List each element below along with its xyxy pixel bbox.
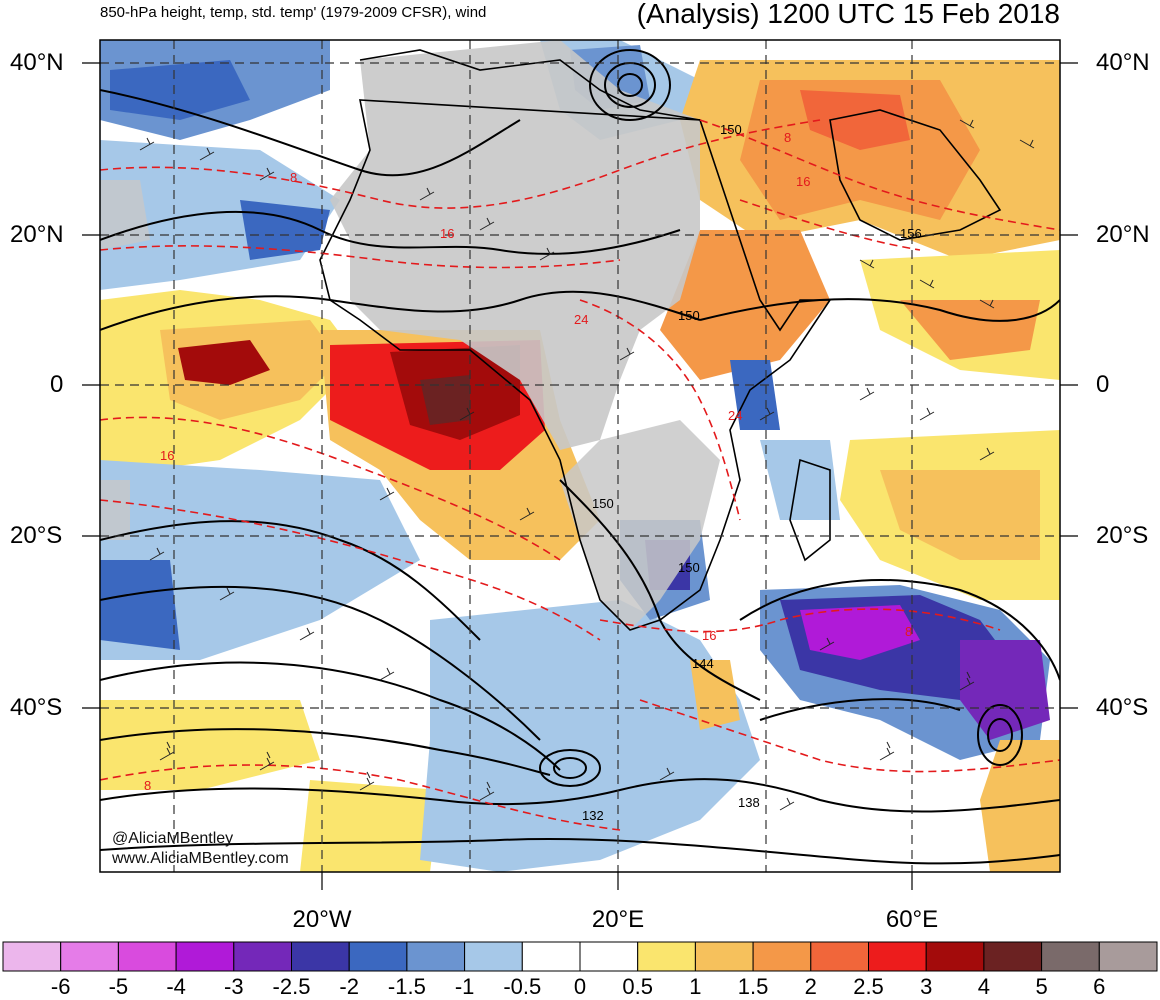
colorbar-swatch: [579, 941, 639, 972]
colorbar-swatch: [983, 941, 1043, 972]
colorbar-label: -3: [224, 974, 244, 999]
colorbar-swatch: [233, 941, 293, 972]
colorbar-label: 1.5: [737, 974, 769, 999]
colorbar-label: -1: [454, 974, 475, 999]
colorbar-swatch: [175, 941, 235, 972]
colorbar-label: -6: [50, 974, 71, 999]
colorbar-label: -0.5: [503, 974, 542, 999]
colorbar-swatch: [925, 941, 985, 972]
colorbar-label: -1.5: [387, 974, 426, 999]
height-label: 156: [900, 226, 922, 241]
lat-label-40s-left: 40°S: [10, 694, 63, 721]
temp-label: 8: [290, 170, 297, 185]
colorbar-swatch: [752, 941, 812, 972]
colorbar-swatch: [291, 941, 350, 972]
lat-label-20s-left: 20°S: [10, 522, 63, 549]
colorbar-label: 2: [804, 974, 817, 999]
colorbar-label: 0: [573, 974, 587, 999]
temp-label: 16: [160, 448, 174, 463]
temp-label: 24: [574, 312, 588, 327]
height-label: 150: [720, 122, 742, 137]
colorbar-swatch: [406, 941, 466, 972]
temp-label: 16: [796, 174, 810, 189]
colorbar-swatch: [117, 941, 177, 972]
wind-barbs: [139, 119, 1035, 811]
colorbar-swatch: [348, 941, 408, 972]
colorbar-label: -2.5: [272, 974, 311, 999]
temp-label: 24: [728, 408, 742, 423]
temp-label: 8: [144, 778, 151, 793]
colorbar-swatch: [60, 941, 119, 972]
colorbar: [2, 941, 1158, 972]
map-frame: [99, 39, 1061, 873]
colorbar-label: -5: [108, 974, 129, 999]
temp-label: 8: [905, 624, 912, 639]
lat-label-eq-right: 0: [1096, 371, 1110, 398]
watermark-handle: @AliciaMBentley: [112, 830, 234, 847]
colorbar-swatch: [464, 941, 523, 972]
lon-label-60e: 60°E: [885, 906, 939, 933]
colorbar-swatch: [868, 941, 927, 972]
colorbar-label: 2.5: [853, 974, 884, 999]
temperature-contours: [100, 119, 1060, 831]
coastlines: [319, 49, 1002, 631]
lon-label-20w: 20°W: [292, 906, 352, 933]
colorbar-swatch: [637, 941, 696, 972]
lat-label-20n-right: 20°N: [1096, 221, 1150, 248]
colorbar-label: 5: [1035, 974, 1048, 999]
colorbar-swatch: [521, 941, 581, 972]
height-label: 144: [692, 656, 714, 671]
colorbar-swatch: [2, 941, 62, 972]
colorbar-swatch: [694, 941, 754, 972]
colorbar-label: 6: [1093, 974, 1106, 999]
valid-time-title: (Analysis) 1200 UTC 15 Feb 2018: [636, 0, 1060, 29]
lat-label-40n-left: 40°N: [10, 49, 64, 76]
contour-labels: 150 156 150 150 150 144 138 132 8 16 8 1…: [144, 122, 922, 823]
colorbar-label: 1: [689, 974, 702, 999]
temp-label: 16: [702, 628, 716, 643]
lat-label-40n-right: 40°N: [1096, 49, 1150, 76]
height-contours: [100, 49, 1060, 865]
colorbar-label: -2: [339, 974, 359, 999]
map-title: 850-hPa height, temp, std. temp' (1979-2…: [100, 4, 487, 21]
axis-ticks: [82, 62, 1078, 890]
colorbar-label: 4: [977, 974, 991, 999]
height-label: 150: [678, 308, 700, 323]
colorbar-label: -4: [166, 974, 186, 999]
colorbar-swatch: [810, 941, 869, 972]
lat-label-20n-left: 20°N: [10, 221, 64, 248]
lat-label-20s-right: 20°S: [1096, 522, 1149, 549]
temp-label: 16: [440, 226, 454, 241]
height-label: 150: [592, 496, 614, 511]
watermark-url: www.AliciaMBentley.com: [112, 850, 289, 867]
lat-label-eq-left: 0: [50, 371, 64, 398]
height-label: 132: [582, 808, 604, 823]
lat-label-40s-right: 40°S: [1096, 694, 1149, 721]
lat-lon-grid: [100, 40, 1060, 872]
height-label: 138: [738, 795, 760, 810]
land-areas: [100, 40, 720, 630]
temp-label: 8: [784, 130, 791, 145]
colorbar-label: 0.5: [622, 974, 653, 999]
colorbar-swatch: [1041, 941, 1100, 972]
lon-label-20e: 20°E: [591, 906, 645, 933]
colorbar-swatch: [1098, 941, 1158, 972]
height-label: 150: [678, 560, 700, 575]
colorbar-label: 3: [920, 974, 933, 999]
